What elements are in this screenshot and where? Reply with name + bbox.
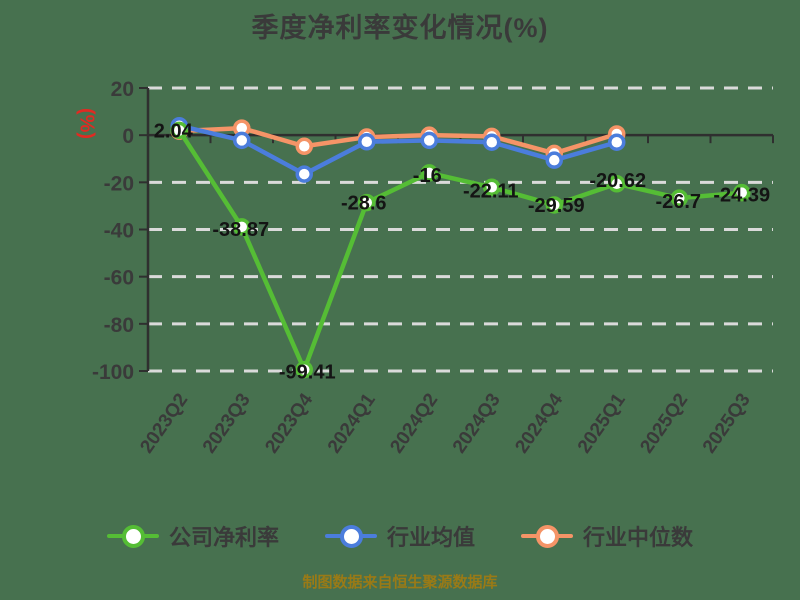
y-tick-label: 20 bbox=[111, 78, 134, 101]
data-point bbox=[420, 164, 438, 182]
data-point bbox=[233, 218, 251, 236]
x-tick-label: 2025Q2 bbox=[636, 390, 692, 457]
data-point bbox=[358, 193, 376, 212]
x-tick-label: 2023Q2 bbox=[136, 390, 192, 457]
data-point bbox=[170, 121, 188, 140]
x-tick-label: 2023Q4 bbox=[261, 389, 317, 457]
x-tick-label: 2024Q3 bbox=[449, 390, 505, 457]
data-point bbox=[420, 131, 438, 150]
x-tick-label: 2024Q1 bbox=[324, 389, 380, 457]
x-tick-label: 2024Q2 bbox=[386, 390, 442, 457]
x-tick-label: 2025Q3 bbox=[699, 390, 755, 457]
x-tick-label: 2025Q1 bbox=[574, 389, 630, 457]
series-line-0 bbox=[177, 128, 744, 372]
data-point bbox=[545, 196, 563, 214]
data-label: -22.11 bbox=[463, 180, 519, 202]
data-point bbox=[733, 183, 751, 202]
series-line-2 bbox=[177, 125, 619, 156]
data-label: -38.87 bbox=[212, 219, 269, 241]
data-point bbox=[545, 151, 563, 169]
legend-marker-blue bbox=[324, 523, 377, 549]
legend-marker-orange bbox=[521, 523, 573, 549]
data-point bbox=[608, 175, 626, 193]
legend-item-industry-median[interactable]: 行业中位数 bbox=[521, 520, 693, 552]
chart-title: 季度净利率变化情况(%) bbox=[251, 13, 549, 43]
data-point bbox=[608, 133, 626, 151]
x-tick-label: 2024Q4 bbox=[511, 389, 567, 457]
y-tick-label: -80 bbox=[104, 314, 134, 337]
legend-label: 行业中位数 bbox=[583, 525, 694, 550]
data-point bbox=[295, 137, 313, 156]
data-point bbox=[483, 133, 501, 151]
data-label: -20.62 bbox=[589, 170, 646, 192]
y-tick-label: -40 bbox=[104, 220, 134, 243]
data-point bbox=[670, 189, 688, 207]
data-source-note: 制图数据来自恒生聚源数据库 bbox=[302, 574, 498, 591]
data-label: -16 bbox=[413, 165, 442, 187]
y-tick-label: -60 bbox=[104, 267, 134, 290]
legend-item-company-net-margin[interactable]: 公司净利率 bbox=[106, 520, 279, 552]
y-tick-label: -100 bbox=[92, 361, 134, 384]
legend-item-industry-mean[interactable]: 行业均值 bbox=[324, 520, 475, 552]
data-point bbox=[483, 178, 501, 197]
data-point bbox=[295, 165, 313, 183]
legend-label: 公司净利率 bbox=[168, 525, 279, 550]
data-point bbox=[358, 133, 376, 151]
data-label: -28.6 bbox=[341, 193, 387, 215]
legend-marker-green bbox=[106, 523, 159, 549]
data-label: -99.41 bbox=[279, 362, 336, 384]
data-point bbox=[295, 360, 313, 379]
y-tick-label: 0 bbox=[122, 125, 134, 148]
data-point bbox=[233, 131, 251, 150]
chart-legend: 公司净利率 行业均值 行业中位数 bbox=[0, 520, 800, 552]
data-label: -29.59 bbox=[528, 195, 585, 217]
y-tick-label: -20 bbox=[104, 172, 134, 195]
legend-label: 行业均值 bbox=[386, 525, 475, 550]
series-line-1 bbox=[177, 123, 619, 177]
x-tick-label: 2023Q3 bbox=[199, 390, 255, 457]
data-label: 2.04 bbox=[154, 120, 194, 142]
data-label: -26.7 bbox=[655, 191, 701, 213]
data-label: -24.39 bbox=[713, 185, 770, 207]
